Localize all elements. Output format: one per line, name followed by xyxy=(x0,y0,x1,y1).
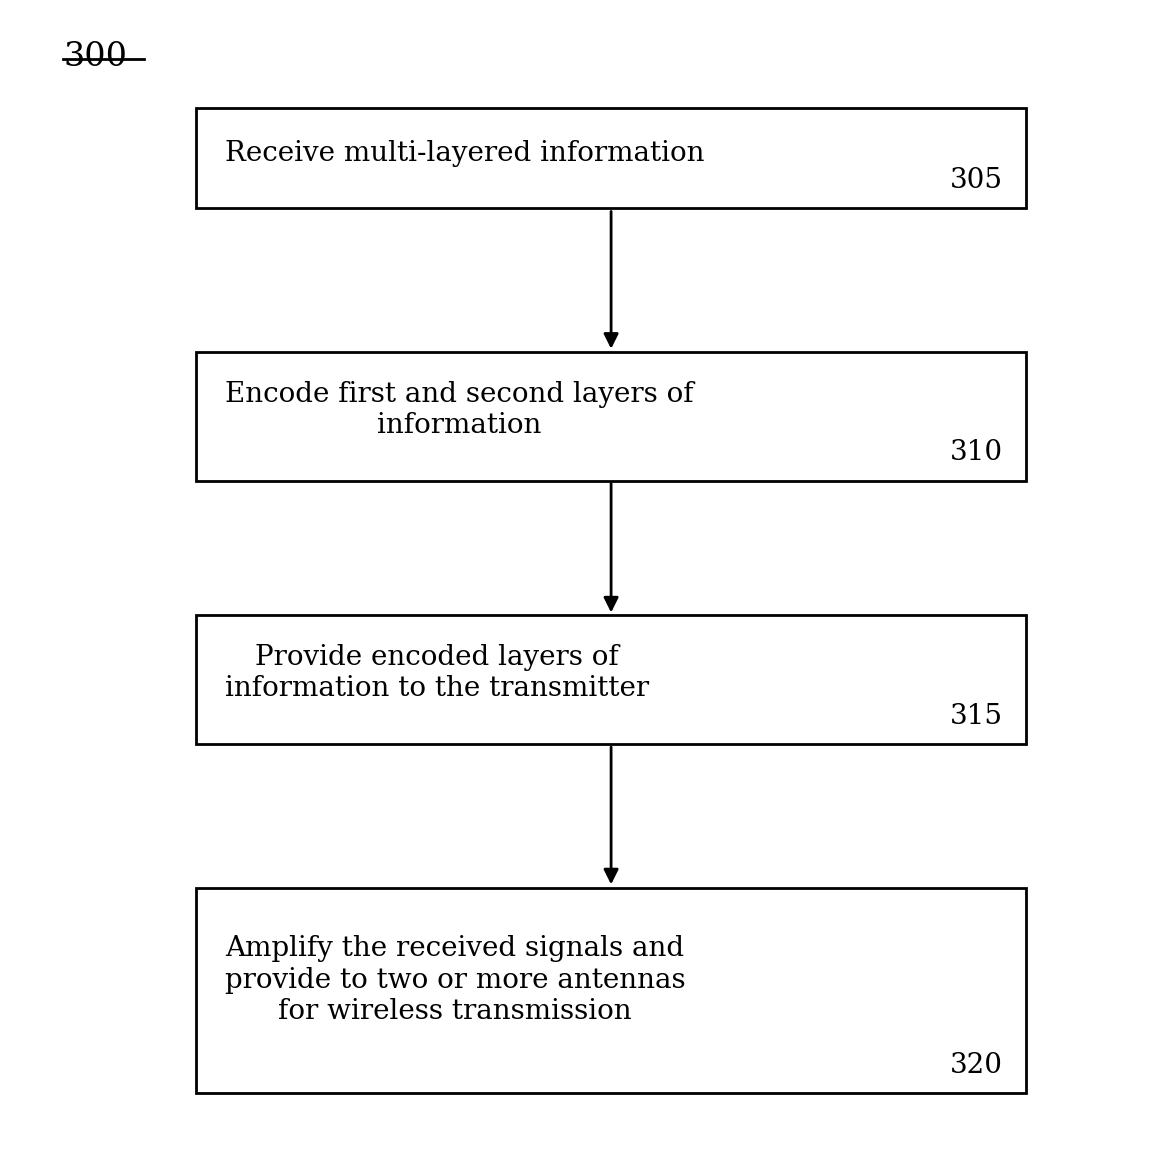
Bar xyxy=(196,352,1026,481)
Text: Encode first and second layers of
information: Encode first and second layers of inform… xyxy=(225,381,693,438)
Bar xyxy=(196,615,1026,744)
Text: Receive multi-layered information: Receive multi-layered information xyxy=(225,139,704,166)
Text: 305: 305 xyxy=(950,166,1003,193)
Text: 315: 315 xyxy=(950,703,1003,730)
Bar xyxy=(196,888,1026,1092)
Text: Provide encoded layers of
information to the transmitter: Provide encoded layers of information to… xyxy=(225,645,649,702)
Text: 320: 320 xyxy=(950,1051,1003,1078)
Text: 300: 300 xyxy=(63,41,128,73)
Bar xyxy=(196,109,1026,209)
Text: Amplify the received signals and
provide to two or more antennas
for wireless tr: Amplify the received signals and provide… xyxy=(225,935,686,1024)
Text: 310: 310 xyxy=(950,440,1003,466)
